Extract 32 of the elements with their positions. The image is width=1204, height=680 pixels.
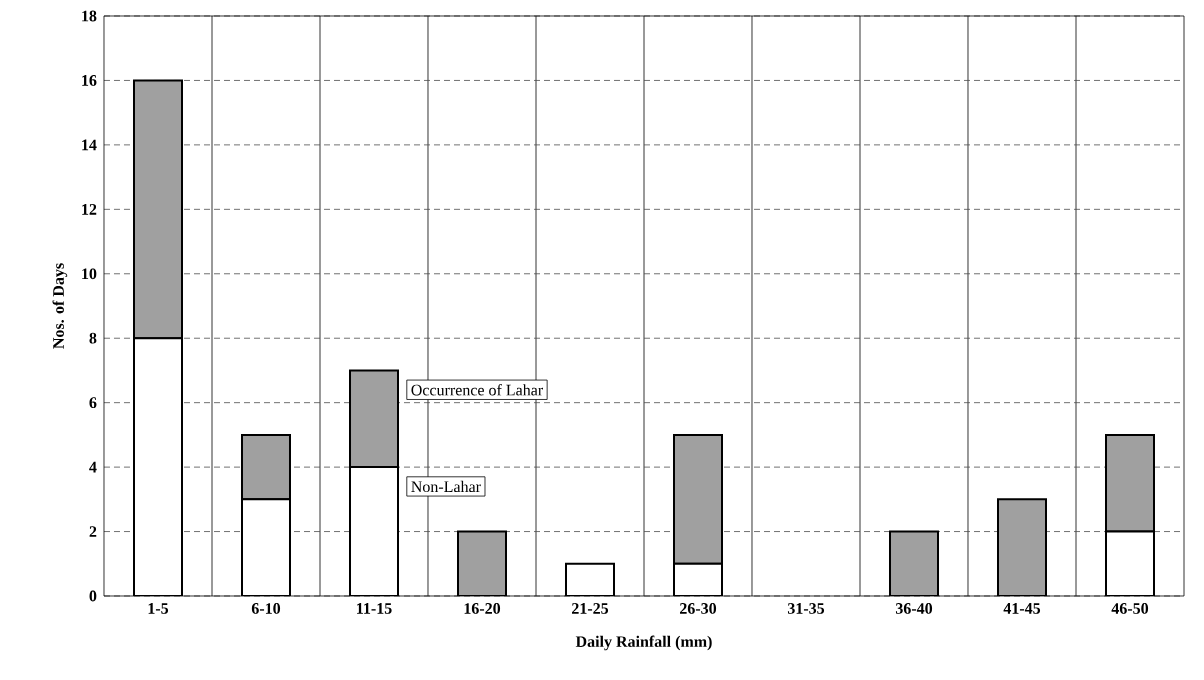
bar: [457, 530, 507, 596]
y-tick-label: 6: [89, 397, 97, 409]
y-tick-label: 16: [82, 75, 97, 86]
y-tick-label: 12: [82, 204, 97, 215]
x-tick-label: 21-25: [572, 603, 609, 614]
x-axis-title: Daily Rainfall (mm): [575, 635, 712, 651]
series-label: Occurrence of Lahar: [411, 384, 543, 396]
y-tick-label: 4: [89, 461, 97, 473]
bar: [1105, 433, 1155, 533]
bar: [241, 433, 291, 501]
y-tick-label: 2: [89, 526, 97, 537]
x-tick-label: 26-30: [680, 603, 717, 614]
series-label: Non-Lahar: [411, 480, 481, 493]
y-tick-label: 10: [82, 268, 97, 280]
x-tick-label: 16-20: [464, 603, 501, 614]
bar: [133, 79, 183, 340]
y-tick-label: 0: [89, 590, 97, 602]
bar: [349, 369, 399, 469]
x-tick-label: 1-5: [148, 603, 169, 614]
bar: [673, 433, 723, 565]
y-tick-label: 8: [89, 332, 97, 344]
y-tick-label: 14: [82, 139, 97, 151]
y-axis-title: Nos. of Days: [52, 263, 68, 349]
bar: [997, 498, 1047, 596]
x-tick-label: 41-45: [1003, 603, 1041, 614]
bar: [889, 530, 940, 596]
y-tick-label: 18: [82, 10, 97, 22]
x-tick-label: 46-50: [1111, 603, 1149, 614]
x-tick-label: 6-10: [251, 603, 281, 614]
x-tick-label: 11-15: [357, 603, 392, 614]
x-tick-label: 36-40: [895, 603, 933, 614]
x-tick-label: 31-35: [787, 603, 825, 614]
